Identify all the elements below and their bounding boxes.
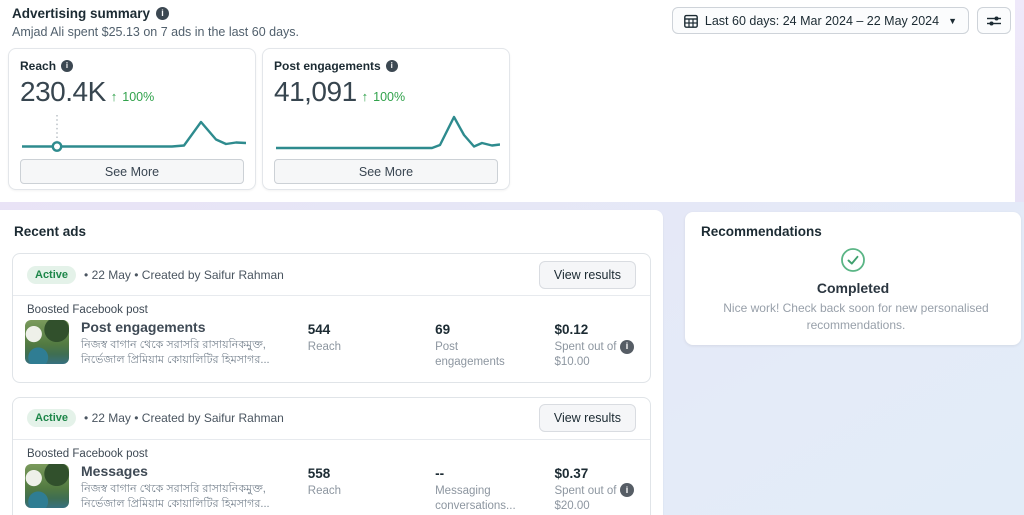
reach-change-pct: 100% bbox=[122, 90, 155, 104]
ad-meta-text: • 22 May • Created by Saifur Rahman bbox=[84, 411, 284, 426]
info-icon[interactable]: i bbox=[385, 60, 398, 72]
ad-caption: নিজস্ব বাগান থেকে সরাসরি রাসায়নিকমুক্ত,… bbox=[81, 482, 308, 513]
view-results-button[interactable]: View results bbox=[538, 260, 636, 289]
metric-label: Post engagements bbox=[435, 341, 505, 368]
recommendations-message: Nice work! Check back soon for new perso… bbox=[723, 301, 989, 333]
metric-label: Spent out of $10.00 bbox=[554, 341, 617, 368]
sparkline-marker bbox=[51, 141, 63, 152]
post-engagements-trend-line bbox=[276, 115, 500, 150]
metric-value: $0.12 bbox=[554, 322, 589, 337]
calendar-icon bbox=[683, 14, 698, 28]
ad-objective: Messages bbox=[81, 462, 148, 479]
post-engagements-see-more-button[interactable]: See More bbox=[274, 159, 498, 184]
ad-thumbnail bbox=[25, 320, 69, 364]
reach-value: 230.4K bbox=[20, 76, 106, 107]
recent-ads-heading: Recent ads bbox=[14, 224, 87, 239]
reach-card: Reach i 230.4K ↑ 100% See More bbox=[8, 48, 256, 190]
post-engagements-card: Post engagements i 41,091 ↑ 100% See Mor… bbox=[262, 48, 510, 190]
divider bbox=[13, 438, 650, 440]
post-engagements-value: 41,091 bbox=[274, 76, 357, 107]
post-engagements-card-title: Post engagements bbox=[274, 59, 381, 73]
post-engagements-change-pct: 100% bbox=[373, 90, 406, 104]
recommendations-status: Completed bbox=[816, 280, 890, 296]
metric-label: Reach bbox=[307, 341, 342, 353]
date-range-label: Last 60 days: 24 Mar 2024 – 22 May 2024 bbox=[704, 13, 940, 28]
ad-card-messages: Active • 22 May • Created by Saifur Rahm… bbox=[12, 396, 651, 515]
date-range-selector[interactable]: Last 60 days: 24 Mar 2024 – 22 May 2024 … bbox=[671, 7, 969, 34]
ad-card-post-engagements: Active • 22 May • Created by Saifur Rahm… bbox=[12, 253, 651, 383]
metric-spend: $0.37 Spent out of $20.00 bbox=[554, 464, 636, 514]
view-results-button[interactable]: View results bbox=[538, 404, 636, 433]
ad-caption-line2: নির্ভেজাল প্রিমিয়াম কোয়ালিটির হিমসাগর.… bbox=[81, 354, 270, 367]
metric-reach: 558 Reach bbox=[308, 464, 435, 499]
metric-label: Reach bbox=[307, 484, 342, 497]
metric-value: 69 bbox=[435, 322, 451, 337]
metric-value: 544 bbox=[307, 322, 331, 337]
ad-caption-line2: নির্ভেজাল প্রিমিয়াম কোয়ালিটির হিমসাগর.… bbox=[81, 498, 270, 511]
info-icon[interactable]: i bbox=[620, 483, 634, 498]
spend-summary-text: Amjad Ali spent $25.13 on 7 ads in the l… bbox=[12, 25, 299, 39]
metric-value: -- bbox=[435, 465, 445, 481]
recent-ads-panel: Recent ads Active • 22 May • Created by … bbox=[0, 210, 663, 515]
post-type-label: Boosted Facebook post bbox=[27, 447, 148, 460]
recommendations-heading: Recommendations bbox=[701, 224, 822, 239]
page-edge-gradient bbox=[1015, 0, 1024, 202]
check-circle-icon bbox=[841, 248, 865, 272]
info-icon[interactable]: i bbox=[156, 7, 170, 20]
ad-objective: Post engagements bbox=[81, 319, 206, 335]
metric-messaging-conversations: -- Messaging conversations... bbox=[435, 464, 554, 514]
trend-up-icon: ↑ bbox=[361, 89, 369, 104]
status-badge: Active bbox=[27, 265, 77, 284]
metric-spend: $0.12 Spent out of $10.00 bbox=[554, 320, 636, 370]
metric-label: Messaging conversations... bbox=[435, 484, 516, 512]
ad-caption-line1: নিজস্ব বাগান থেকে সরাসরি রাসায়নিকমুক্ত, bbox=[81, 339, 266, 351]
header-controls: Last 60 days: 24 Mar 2024 – 22 May 2024 … bbox=[671, 7, 1011, 34]
metric-reach: 544 Reach bbox=[308, 320, 435, 355]
spend-info-wrapper: i bbox=[620, 480, 634, 498]
metric-cards-row: Reach i 230.4K ↑ 100% See More Post enga… bbox=[8, 48, 510, 190]
page-title: Advertising summary bbox=[12, 6, 151, 21]
info-icon[interactable]: i bbox=[620, 339, 634, 354]
adjust-filters-button[interactable] bbox=[977, 7, 1011, 34]
metric-value: $0.37 bbox=[554, 465, 589, 481]
reach-card-title: Reach bbox=[20, 59, 57, 73]
spend-info-wrapper: i bbox=[620, 336, 634, 354]
post-engagements-sparkline-chart bbox=[276, 115, 500, 150]
reach-sparkline-chart bbox=[22, 115, 246, 152]
metric-post-engagements: 69 Post engagements bbox=[435, 320, 554, 370]
post-type-label: Boosted Facebook post bbox=[27, 304, 148, 316]
ad-meta-text: • 22 May • Created by Saifur Rahman bbox=[84, 267, 284, 282]
status-badge: Active bbox=[27, 409, 77, 428]
info-icon[interactable]: i bbox=[61, 60, 74, 72]
ad-thumbnail bbox=[25, 463, 69, 508]
sliders-icon bbox=[987, 16, 1001, 25]
reach-trend-line bbox=[22, 120, 246, 148]
reach-see-more-button[interactable]: See More bbox=[20, 159, 244, 184]
metric-label: Spent out of $20.00 bbox=[554, 484, 617, 512]
advertising-summary-header: Advertising summary i Amjad Ali spent $2… bbox=[12, 6, 299, 39]
ad-caption: নিজস্ব বাগান থেকে সরাসরি রাসায়নিকমুক্ত,… bbox=[81, 338, 308, 369]
ad-caption-line1: নিজস্ব বাগান থেকে সরাসরি রাসায়নিকমুক্ত, bbox=[81, 482, 266, 495]
trend-up-icon: ↑ bbox=[110, 89, 118, 104]
recommendations-card: Recommendations Completed Nice work! Che… bbox=[685, 212, 1021, 345]
divider bbox=[13, 295, 650, 296]
metric-value: 558 bbox=[307, 465, 331, 481]
chevron-down-icon: ▼ bbox=[948, 15, 957, 26]
